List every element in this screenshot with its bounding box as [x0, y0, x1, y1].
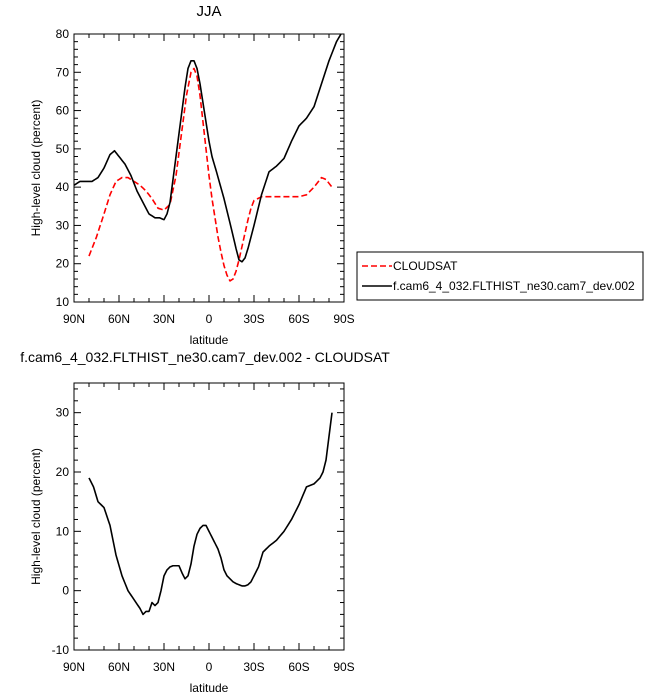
x-tick-label: 30N — [153, 312, 175, 326]
chart-title: JJA — [196, 3, 221, 20]
y-tick-label: 10 — [56, 524, 70, 538]
x-tick-label: 90N — [63, 312, 85, 326]
y-tick-label: -10 — [52, 643, 70, 657]
series-line-0 — [88, 412, 333, 616]
legend-label-0: CLOUDSAT — [393, 259, 458, 273]
legend-box — [356, 251, 644, 301]
x-axis-label: latitude — [190, 333, 229, 347]
x-tick-label: 60S — [288, 660, 309, 674]
y-axis-label: High-level cloud (percent) — [29, 448, 43, 585]
x-tick-label: 0 — [206, 660, 213, 674]
legend-label-1: f.cam6_4_032.FLTHIST_ne30.cam7_dev.002 — [393, 279, 635, 293]
x-tick-label: 0 — [206, 312, 213, 326]
chart-panel-jja: JJA 90N 60N 30N 0 30S 60S 90S 10 20 30 40 50 60 70 80 la… — [29, 3, 644, 347]
y-tick-label: 20 — [56, 257, 70, 271]
chart-title: f.cam6_4_032.FLTHIST_ne30.cam7_dev.002 -… — [20, 349, 390, 365]
y-tick-label: 70 — [56, 65, 70, 79]
y-tick-label: 50 — [56, 142, 70, 156]
y-tick-label: 60 — [56, 104, 70, 118]
y-tick-label: 30 — [56, 406, 70, 420]
x-axis-label: latitude — [190, 681, 229, 695]
x-tick-label: 90S — [333, 660, 354, 674]
x-tick-label: 60N — [108, 312, 130, 326]
x-tick-label: 30S — [243, 660, 264, 674]
x-tick-label: 30S — [243, 312, 264, 326]
x-tick-label: 60N — [108, 660, 130, 674]
x-tick-label: 90N — [63, 660, 85, 674]
plot-frame — [73, 382, 345, 651]
plot-frame — [73, 33, 345, 303]
x-tick-label: 60S — [288, 312, 309, 326]
y-axis-label: High-level cloud (percent) — [29, 100, 43, 237]
y-tick-label: 40 — [56, 180, 70, 194]
y-tick-label: 30 — [56, 218, 70, 232]
x-tick-label: 30N — [153, 660, 175, 674]
y-tick-label: 10 — [56, 295, 70, 309]
y-tick-label: 20 — [56, 465, 70, 479]
y-tick-label: 80 — [56, 27, 70, 41]
y-tick-label: 0 — [62, 584, 69, 598]
series-line-1 — [74, 34, 342, 263]
chart-panel-difference: f.cam6_4_032.FLTHIST_ne30.cam7_dev.002 -… — [20, 349, 390, 695]
series-line-0 — [88, 67, 333, 282]
x-tick-label: 90S — [333, 312, 354, 326]
